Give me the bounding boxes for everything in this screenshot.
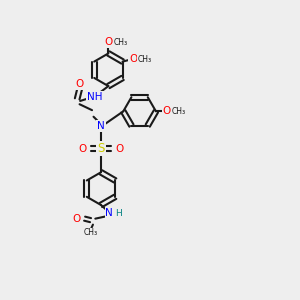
Text: O: O bbox=[72, 214, 80, 224]
Text: N: N bbox=[105, 208, 113, 218]
Text: O: O bbox=[116, 143, 124, 154]
Text: O: O bbox=[75, 79, 84, 89]
Text: CH₃: CH₃ bbox=[114, 38, 128, 46]
Text: O: O bbox=[78, 143, 86, 154]
Text: CH₃: CH₃ bbox=[138, 55, 152, 64]
Text: O: O bbox=[163, 106, 171, 116]
Text: O: O bbox=[104, 37, 112, 47]
Text: CH₃: CH₃ bbox=[83, 228, 98, 237]
Text: S: S bbox=[97, 142, 105, 155]
Text: O: O bbox=[129, 54, 137, 64]
Text: H: H bbox=[116, 209, 122, 218]
Text: N: N bbox=[97, 121, 105, 131]
Text: NH: NH bbox=[87, 92, 103, 101]
Text: CH₃: CH₃ bbox=[171, 107, 185, 116]
